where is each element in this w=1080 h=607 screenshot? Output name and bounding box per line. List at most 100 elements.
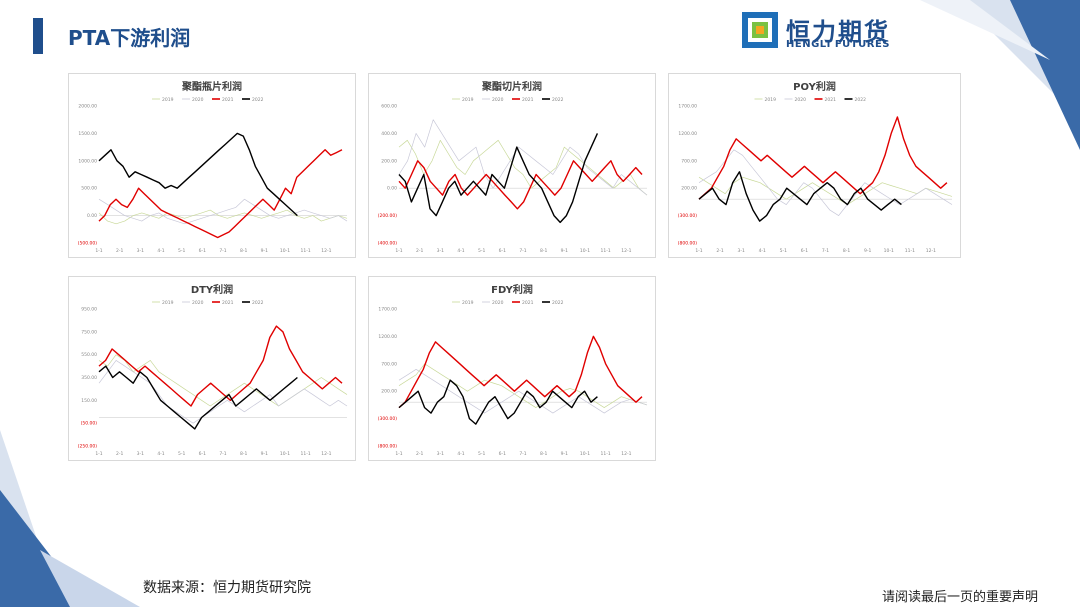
chart-title: 聚酯切片利润 [481,80,542,93]
y-tick-label: 1200.00 [678,131,697,137]
chart-panel-dty: DTY利润 2019 2020 2021 2022 950.00 750.00 550.00 3… [68,276,356,461]
x-tick-label: 11-1 [601,248,611,254]
company-logo: 恒力期货 HENGLI FUTURES [742,12,912,54]
x-tick-label: 3-1 [737,248,744,254]
x-tick-label: 10-1 [280,451,290,457]
series-line-2020 [398,368,648,414]
chart-fdy-profit: FDY利润 2019 2020 2021 2022 1700.00 1200.00 700.0… [378,283,648,457]
x-tick-label: 5-1 [178,248,185,254]
x-tick-label: 6-1 [199,248,206,254]
series-line-2019 [398,139,648,196]
y-tick-label: 950.00 [81,307,97,313]
data-source-note: 数据来源：恒力期货研究院 [143,580,311,596]
chart-dty-profit: DTY利润 2019 2020 2021 2022 950.00 750.00 550.00 3… [78,283,348,457]
title-accent-bar [33,18,43,54]
legend-label: 2022 [252,300,264,306]
y-tick-label: (800.00) [678,241,698,247]
y-tick-label: 200.00 [681,186,697,192]
series-line-2021 [398,335,643,409]
x-tick-label: 11-1 [905,248,915,254]
series-line-2021 [398,160,643,210]
y-tick-label: (300.00) [378,416,398,422]
x-tick-label: 1-1 [395,248,402,254]
series-line-2019 [98,354,348,407]
x-tick-label: 3-1 [437,248,444,254]
x-tick-label: 12-1 [321,248,331,254]
x-tick-label: 2-1 [416,248,423,254]
logo-chinese-name: 恒力期货 [786,18,890,46]
series-line-2022 [98,132,298,217]
y-tick-label: 750.00 [81,329,97,335]
x-tick-label: 4-1 [157,248,164,254]
series-line-2021 [98,325,343,407]
series-line-2022 [398,133,599,224]
x-tick-label: 2-1 [416,451,423,457]
y-tick-label: (50.00) [81,421,98,427]
legend-label: 2019 [765,97,777,103]
chart-panel-fdy: FDY利润 2019 2020 2021 2022 1700.00 1200.00 700.0… [368,276,656,461]
x-tick-label: 11-1 [601,451,611,457]
x-tick-label: 10-1 [580,451,590,457]
y-tick-label: (800.00) [378,444,398,450]
x-tick-label: 5-1 [178,451,185,457]
y-tick-label: 0.00 [87,213,97,219]
x-tick-label: 2-1 [116,451,123,457]
legend-label: 2019 [162,97,174,103]
x-tick-label: 12-1 [621,248,631,254]
chart-panel-bottle-chip: 聚酯瓶片利润 2019 2020 2021 2022 2000.00 1500.00 1000… [68,73,356,258]
legend-label: 2020 [492,97,504,103]
y-tick-label: 1200.00 [378,334,397,340]
y-tick-label: 1000.00 [78,158,97,164]
x-tick-label: 8-1 [540,248,547,254]
legend-label: 2021 [522,97,534,103]
page-title: PTA下游利润 [68,26,191,50]
x-tick-label: 2-1 [716,248,723,254]
x-tick-label: 3-1 [137,451,144,457]
x-tick-label: 8-1 [843,248,850,254]
x-tick-label: 9-1 [261,451,268,457]
x-tick-label: 7-1 [219,248,226,254]
legend-label: 2019 [462,300,474,306]
x-tick-label: 12-1 [321,451,331,457]
legend-label: 2020 [795,97,807,103]
legend-label: 2022 [252,97,264,103]
chart-title: 聚酯瓶片利润 [181,80,242,93]
x-tick-label: 2-1 [116,248,123,254]
y-tick-label: 1500.00 [78,131,97,137]
y-tick-label: (300.00) [678,213,698,219]
series-line-2022 [98,365,298,430]
legend-label: 2019 [462,97,474,103]
x-tick-label: 6-1 [499,451,506,457]
series-line-2020 [398,119,648,196]
y-tick-label: 700.00 [681,158,697,164]
series-line-2022 [698,171,902,222]
x-tick-label: 4-1 [157,451,164,457]
x-tick-label: 11-1 [301,451,311,457]
logo-mark-icon [742,12,778,48]
x-tick-label: 7-1 [519,248,526,254]
y-tick-label: 400.00 [381,131,397,137]
x-tick-label: 10-1 [884,248,894,254]
legend-label: 2021 [522,300,534,306]
x-tick-label: 5-1 [478,248,485,254]
legend-label: 2021 [825,97,837,103]
x-tick-label: 9-1 [864,248,871,254]
y-tick-label: 2000.00 [78,104,97,110]
x-tick-label: 11-1 [301,248,311,254]
y-tick-label: 200.00 [381,389,397,395]
y-tick-label: 150.00 [81,398,97,404]
x-tick-label: 7-1 [219,451,226,457]
x-tick-label: 1-1 [95,451,102,457]
legend-label: 2020 [192,97,204,103]
x-tick-label: 12-1 [926,248,936,254]
y-tick-label: (250.00) [78,444,98,450]
chart-panel-poy: POY利润 2019 2020 2021 2022 1700.00 1200.00 700.0… [668,73,961,258]
chart-bottle-chip-profit: 聚酯瓶片利润 2019 2020 2021 2022 2000.00 1500.00 1000… [78,80,348,254]
series-line-2022 [398,379,598,425]
x-tick-label: 5-1 [478,451,485,457]
y-tick-label: 700.00 [381,361,397,367]
series-line-2021 [698,116,948,200]
chart-poy-profit: POY利润 2019 2020 2021 2022 1700.00 1200.00 700.0… [678,80,953,254]
x-tick-label: 4-1 [457,248,464,254]
x-tick-label: 8-1 [240,451,247,457]
